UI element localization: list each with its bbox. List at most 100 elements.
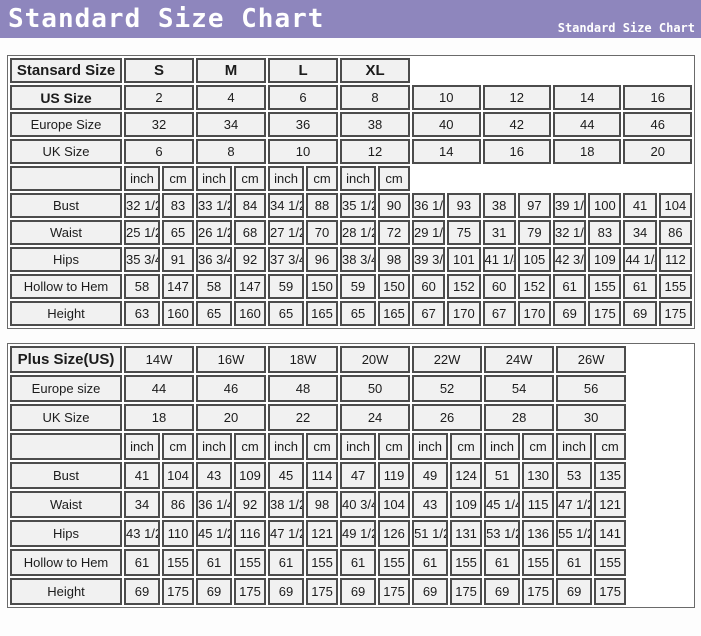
measure-value: 104 [378,491,411,518]
row-label: US Size [10,85,122,110]
measure-value: 155 [234,549,267,576]
size-group-header: 26W [556,346,627,373]
measure-value: 27 1/2 [268,220,305,245]
measure-value: 33 1/2 [196,193,233,218]
measure-value: 43 1/2 [124,520,160,547]
measure-value: 34 [623,220,657,245]
measure-value: 65 [196,301,233,326]
measure-value: 110 [162,520,195,547]
unit-label: cm [234,433,267,460]
unit-label: inch [556,433,593,460]
header-bar: Standard Size Chart Standard Size Chart [0,0,701,38]
measure-value: 150 [306,274,339,299]
size-value: 38 [340,112,411,137]
corner-label: Stansard Size [10,58,122,83]
size-value: 6 [124,139,195,164]
size-value: 8 [196,139,267,164]
measure-value: 59 [340,274,377,299]
measure-value: 109 [450,491,483,518]
measure-value: 136 [522,520,555,547]
measure-value: 126 [378,520,411,547]
measure-value: 155 [306,549,339,576]
row-label: Bust [10,193,122,218]
unit-label: inch [484,433,521,460]
measure-value: 69 [556,578,593,605]
measure-value: 39 1/2 [552,193,587,218]
measure-value: 98 [378,247,411,272]
size-value: 8 [340,85,411,110]
measure-value: 175 [594,578,627,605]
unit-label: cm [234,166,267,191]
measure-value: 41 [623,193,657,218]
measure-value: 84 [234,193,267,218]
size-value: 14 [552,85,622,110]
size-group-header: 18W [268,346,339,373]
measure-value: 43 [412,491,449,518]
measure-value: 35 1/2 [340,193,377,218]
measure-value: 112 [658,247,692,272]
measure-value: 75 [447,220,481,245]
measure-value: 36 3/4 [196,247,233,272]
measure-value: 60 [412,274,446,299]
measure-value: 91 [162,247,195,272]
measure-value: 53 1/2 [484,520,521,547]
size-value: 48 [268,375,339,402]
size-value: 22 [268,404,339,431]
size-value: 10 [412,85,481,110]
row-label: Bust [10,462,122,489]
corner-label: Plus Size(US) [10,346,122,373]
unit-label: cm [378,433,411,460]
unit-label: inch [340,166,377,191]
measure-value: 42 3/4 [552,247,587,272]
measure-value: 86 [658,220,692,245]
measure-value: 152 [517,274,551,299]
measure-value: 101 [447,247,481,272]
measure-value: 152 [447,274,481,299]
measure-value: 155 [162,549,195,576]
measure-value: 36 1/2 [412,193,446,218]
measure-value: 104 [658,193,692,218]
measure-value: 155 [450,549,483,576]
size-value: 6 [268,85,339,110]
unit-label: cm [450,433,483,460]
measure-value: 96 [306,247,339,272]
size-value: 24 [340,404,411,431]
measure-value: 165 [306,301,339,326]
measure-value: 175 [588,301,622,326]
size-value: 40 [412,112,481,137]
unit-corner-empty [10,433,122,460]
measure-value: 72 [378,220,411,245]
size-value: 44 [124,375,195,402]
measure-value: 83 [588,220,622,245]
measure-value: 49 [412,462,449,489]
row-label: Height [10,578,122,605]
measure-value: 83 [162,193,195,218]
row-label: Hollow to Hem [10,549,122,576]
measure-value: 69 [484,578,521,605]
measure-value: 130 [522,462,555,489]
measure-value: 155 [658,274,692,299]
measure-value: 61 [268,549,305,576]
unit-label: inch [196,166,233,191]
size-value: 46 [623,112,692,137]
measure-value: 32 1/2 [124,193,160,218]
measure-value: 32 1/2 [552,220,587,245]
measure-value: 69 [124,578,160,605]
measure-value: 61 [552,274,587,299]
measure-value: 121 [306,520,339,547]
measure-value: 147 [234,274,267,299]
size-value: 46 [196,375,267,402]
measure-value: 175 [162,578,195,605]
measure-value: 59 [268,274,305,299]
size-value: 34 [196,112,267,137]
measure-value: 34 [124,491,160,518]
measure-value: 45 [268,462,305,489]
row-label: Waist [10,220,122,245]
measure-value: 60 [482,274,516,299]
measure-value: 65 [162,220,195,245]
measure-value: 51 [484,462,521,489]
measure-value: 90 [378,193,411,218]
measure-value: 69 [412,578,449,605]
measure-value: 69 [552,301,587,326]
size-value: 18 [124,404,195,431]
